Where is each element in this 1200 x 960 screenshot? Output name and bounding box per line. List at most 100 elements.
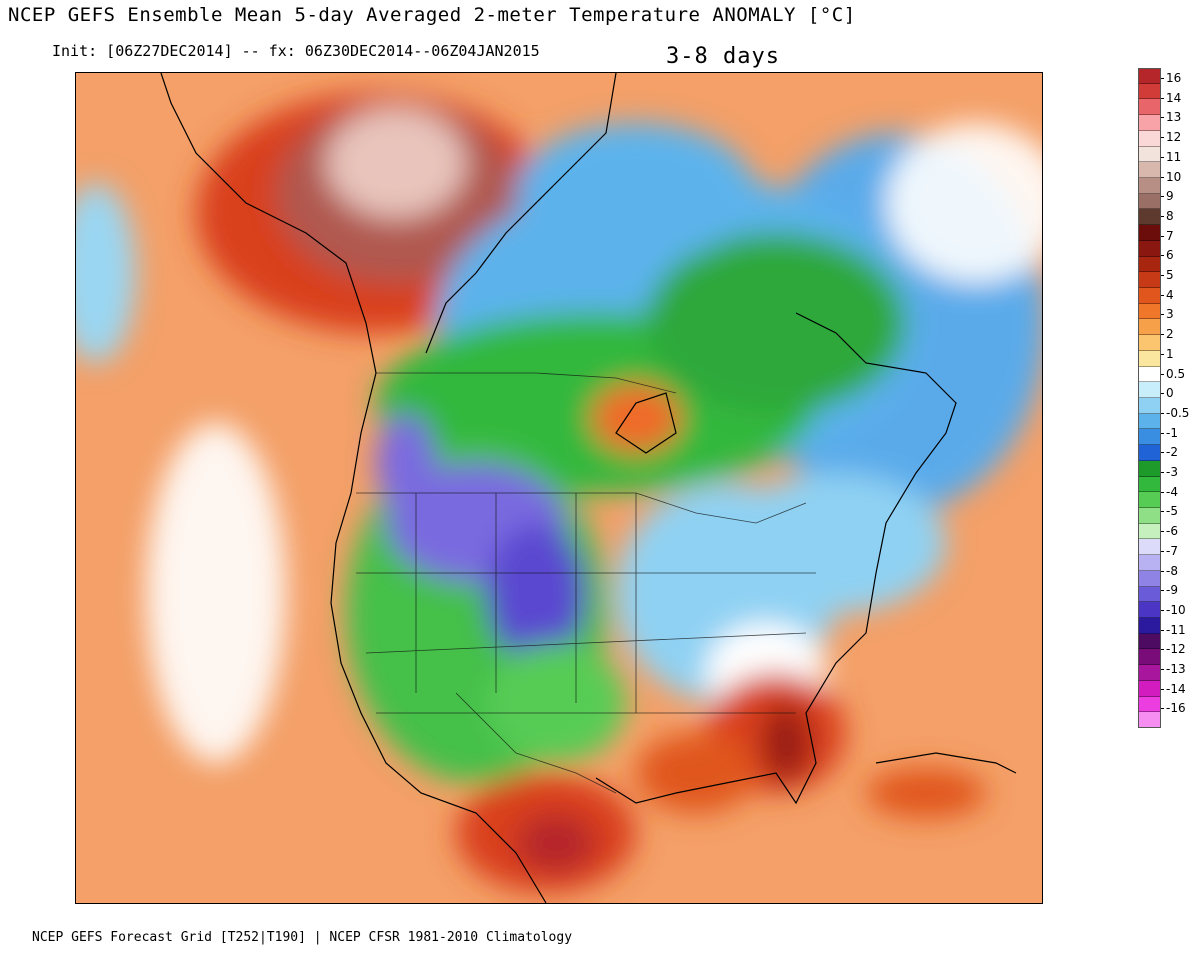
legend-label: 6 bbox=[1166, 248, 1174, 263]
legend-label: -2 bbox=[1166, 445, 1178, 460]
legend-tick bbox=[1161, 97, 1164, 99]
legend-swatch bbox=[1138, 649, 1161, 666]
legend-label: -6 bbox=[1166, 524, 1178, 539]
legend-tick bbox=[1161, 137, 1164, 139]
forecast-period: 3-8 days bbox=[666, 44, 780, 69]
legend-label: 4 bbox=[1166, 287, 1174, 302]
legend-tick bbox=[1161, 334, 1164, 336]
legend-tick bbox=[1161, 156, 1164, 158]
legend-label: 0 bbox=[1166, 386, 1174, 401]
legend-tick bbox=[1161, 78, 1164, 79]
legend-tick bbox=[1161, 117, 1164, 119]
legend-swatch bbox=[1138, 319, 1161, 336]
legend-tick bbox=[1161, 353, 1164, 355]
legend-swatch bbox=[1138, 130, 1161, 147]
legend-tick bbox=[1161, 196, 1164, 198]
legend-swatch bbox=[1138, 256, 1161, 273]
legend-label: 11 bbox=[1166, 149, 1182, 164]
legend-tick bbox=[1161, 255, 1164, 257]
legend-tick bbox=[1161, 373, 1164, 375]
legend-label: 8 bbox=[1166, 208, 1174, 223]
legend-label: -10 bbox=[1166, 602, 1186, 617]
legend-swatch bbox=[1138, 570, 1161, 587]
legend-label: 14 bbox=[1166, 90, 1182, 105]
legend-swatch bbox=[1138, 162, 1161, 178]
legend-tick bbox=[1161, 314, 1164, 316]
legend-label: -11 bbox=[1166, 622, 1186, 637]
legend-swatch bbox=[1138, 272, 1161, 288]
legend-label: 12 bbox=[1166, 130, 1182, 145]
legend-label: -12 bbox=[1166, 642, 1186, 657]
data-source-note: NCEP GEFS Forecast Grid [T252|T190] | NC… bbox=[32, 930, 573, 945]
legend-tick bbox=[1161, 629, 1164, 631]
legend-label: -0.5 bbox=[1166, 405, 1190, 420]
legend-swatch bbox=[1138, 523, 1161, 540]
legend-swatch bbox=[1138, 350, 1161, 367]
map-title: NCEP GEFS Ensemble Mean 5-day Averaged 2… bbox=[8, 4, 856, 26]
legend-tick bbox=[1161, 432, 1164, 434]
legend-tick bbox=[1161, 472, 1164, 473]
legend-tick bbox=[1161, 176, 1164, 178]
legend-label: -4 bbox=[1166, 484, 1178, 499]
legend-tick bbox=[1161, 590, 1164, 592]
legend-swatch bbox=[1138, 288, 1161, 304]
legend-swatch bbox=[1138, 99, 1161, 116]
legend-swatch bbox=[1138, 366, 1161, 383]
legend-tick bbox=[1161, 412, 1164, 414]
legend-swatch bbox=[1138, 539, 1161, 556]
legend-tick bbox=[1161, 570, 1164, 572]
legend-label: 7 bbox=[1166, 228, 1174, 243]
political-borders bbox=[356, 372, 816, 794]
legend-tick bbox=[1161, 275, 1164, 276]
legend-label: 16 bbox=[1166, 71, 1182, 85]
legend-swatch bbox=[1138, 225, 1161, 241]
legend-label: 3 bbox=[1166, 307, 1174, 322]
legend-label: 10 bbox=[1166, 169, 1182, 184]
legend-label: 2 bbox=[1166, 327, 1174, 342]
legend-swatch bbox=[1138, 413, 1161, 430]
legend-tick bbox=[1161, 215, 1164, 217]
legend-swatch bbox=[1138, 602, 1161, 618]
legend-tick bbox=[1161, 609, 1164, 611]
legend-label: -16 bbox=[1166, 701, 1186, 716]
legend-label: -8 bbox=[1166, 563, 1178, 578]
coastlines bbox=[160, 73, 1017, 903]
legend-swatch bbox=[1138, 696, 1161, 713]
legend-swatch bbox=[1138, 335, 1161, 351]
legend-label: -14 bbox=[1166, 681, 1186, 696]
legend-swatch bbox=[1138, 492, 1161, 508]
legend-swatch bbox=[1138, 476, 1161, 493]
legend-swatch bbox=[1138, 398, 1161, 414]
legend-tick bbox=[1161, 649, 1164, 651]
legend-swatch bbox=[1138, 303, 1161, 320]
legend-tick bbox=[1161, 708, 1164, 710]
legend-swatch bbox=[1138, 618, 1161, 634]
legend-swatch bbox=[1138, 665, 1161, 681]
temperature-anomaly-map[interactable] bbox=[75, 72, 1043, 904]
legend-tick bbox=[1161, 393, 1164, 395]
legend-label: 13 bbox=[1166, 110, 1182, 125]
legend-swatch bbox=[1138, 382, 1161, 398]
legend-swatch bbox=[1138, 460, 1161, 477]
legend-swatch bbox=[1138, 83, 1161, 100]
legend-swatch bbox=[1138, 240, 1161, 257]
legend-swatch bbox=[1138, 555, 1161, 571]
anomaly-field bbox=[76, 73, 1042, 903]
legend-swatch bbox=[1138, 115, 1161, 131]
legend-label: 9 bbox=[1166, 189, 1174, 204]
legend-tick bbox=[1161, 452, 1164, 454]
legend-swatch bbox=[1138, 586, 1161, 603]
legend-tick bbox=[1161, 669, 1164, 670]
legend-label: 1 bbox=[1166, 346, 1174, 361]
legend-swatch bbox=[1138, 680, 1161, 697]
legend-label: 0.5 bbox=[1166, 366, 1186, 381]
legend-swatch bbox=[1138, 508, 1161, 524]
legend-label: -5 bbox=[1166, 504, 1178, 519]
legend-swatch bbox=[1138, 178, 1161, 194]
legend-swatch bbox=[1138, 429, 1161, 446]
legend-swatch bbox=[1138, 193, 1161, 210]
legend-tick bbox=[1161, 294, 1164, 296]
legend-swatch bbox=[1138, 209, 1161, 226]
legend-tick bbox=[1161, 531, 1164, 533]
legend-label: 5 bbox=[1166, 268, 1174, 282]
